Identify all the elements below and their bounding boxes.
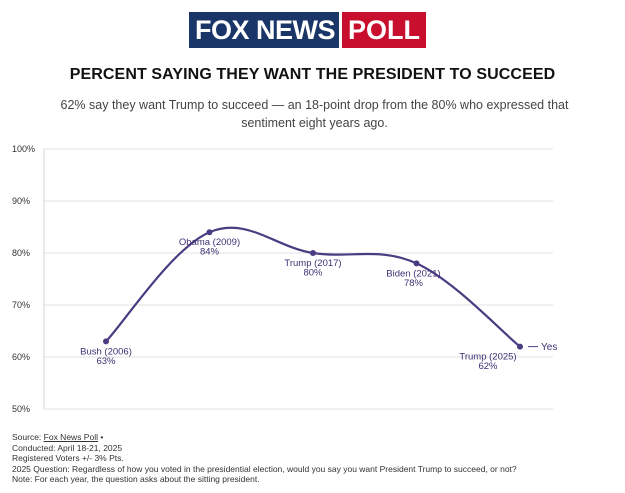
fox-news-logo-mark: FOX NEWS — [189, 12, 340, 48]
y-tick-label: 50% — [12, 404, 30, 414]
source-prefix: Source: — [12, 432, 44, 442]
chart-title: PERCENT SAYING THEY WANT THE PRESIDENT T… — [69, 66, 556, 83]
source-link[interactable]: Fox News Poll — [43, 432, 98, 442]
y-tick-label: 100% — [12, 144, 35, 154]
series-yes — [103, 226, 523, 350]
poll-badge: POLL — [342, 12, 427, 48]
chart-subtitle: 62% say they want Trump to succeed — an … — [60, 98, 569, 130]
point-value-label: 62% — [478, 361, 498, 372]
logo-badge-text: POLL — [348, 15, 421, 45]
y-tick-label: 80% — [12, 248, 30, 258]
chart-footer: Source: Fox News Poll • Conducted: April… — [12, 432, 517, 485]
data-point — [517, 343, 523, 350]
point-name-label: Obama (2009) — [179, 237, 240, 248]
data-point — [103, 338, 109, 345]
point-value-label: 84% — [200, 247, 220, 258]
point-name-label: Trump (2025) — [459, 352, 516, 363]
source-line: Source: Fox News Poll • — [12, 432, 517, 443]
sample-info: Registered Voters +/- 3% Pts. — [12, 453, 124, 464]
series-line-yes — [105, 226, 521, 348]
conducted-dates: Conducted: April 18-21, 2025 — [12, 442, 123, 453]
legend-label-yes: Yes — [541, 342, 557, 353]
legend: Yes — [528, 342, 557, 353]
data-point — [413, 260, 420, 267]
point-name-label: Bush (2006) — [80, 346, 132, 357]
y-tick-label: 70% — [12, 300, 30, 310]
y-tick-label: 90% — [12, 196, 30, 206]
fox-news-poll-logo: FOX NEWS POLL — [189, 12, 427, 48]
methodology-note: Note: For each year, the question asks a… — [12, 474, 260, 485]
y-tick-label: 60% — [12, 352, 30, 362]
point-name-label: Biden (2021) — [386, 268, 440, 279]
data-point — [206, 229, 213, 236]
point-value-label: 63% — [96, 356, 116, 367]
point-value-label: 80% — [303, 268, 323, 279]
source-suffix: • — [97, 432, 104, 442]
question-text: 2025 Question: Regardless of how you vot… — [12, 463, 517, 474]
data-point — [310, 250, 316, 256]
y-axis: 50% 60% 70% 80% 90% 100% — [12, 144, 45, 414]
data-labels: Bush (2006)63% Obama (2009)84% Trump (2017… — [80, 237, 516, 372]
gridlines — [44, 148, 553, 410]
logo-brand-text: FOX NEWS — [195, 15, 336, 45]
point-name-label: Trump (2017) — [284, 258, 341, 269]
point-value-label: 78% — [404, 278, 424, 289]
